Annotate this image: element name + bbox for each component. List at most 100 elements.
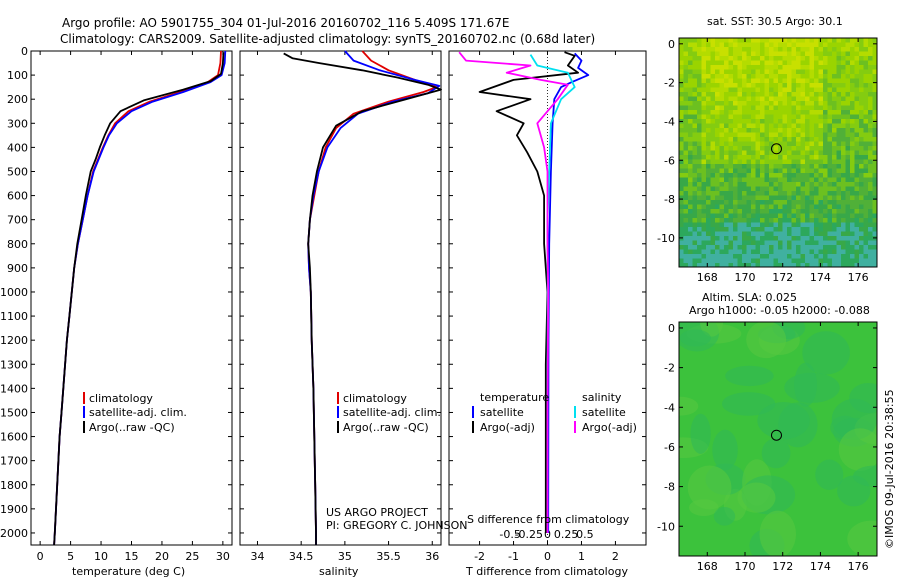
sst-cell [872,38,877,43]
sst-cell [737,200,743,205]
map-x-tick-label: 172 [772,560,793,573]
sst-cell [769,87,774,93]
sst-cell [805,177,810,183]
sst-cell [836,209,842,214]
sst-cell [724,182,729,187]
sst-cell [800,65,806,70]
sst-cell [823,96,828,102]
sst-cell [760,110,765,115]
sst-cell [724,231,729,237]
salinity-axis-label: salinity [319,565,359,578]
sst-cell [742,182,747,187]
sst-cell [697,51,702,57]
sst-cell [823,155,828,160]
sst-cell [679,245,684,250]
sst-cell [850,87,855,93]
sst-cell [719,146,725,151]
sst-cell [701,47,707,52]
sst-cell [832,146,837,151]
sst-cell [791,182,797,187]
sst-cell [737,132,743,138]
sst-cell [751,69,756,75]
sst-cell [791,119,797,124]
sst-cell [805,213,810,219]
sst-cell [814,60,819,66]
sst-cell [809,263,815,267]
sst-cell [796,222,801,228]
sst-cell [850,42,855,48]
sst-cell [728,186,734,192]
sst-cell [715,177,720,183]
sst-cell [760,132,765,138]
sst-cell [755,101,761,106]
sst-cell [845,168,851,174]
sst-cell [769,110,774,115]
sst-cell [728,218,734,223]
sst-cell [706,186,711,192]
sst-cell [818,240,824,246]
sst-cell [832,96,837,102]
sst-cell [805,150,810,156]
sst-cell [742,38,747,43]
sst-cell [850,200,855,205]
map-y-tick-label: -6 [664,154,675,167]
sst-cell [751,159,756,165]
sst-cell [823,119,828,124]
sst-cell [701,92,707,97]
sst-cell [706,119,711,124]
sst-cell [818,65,824,70]
sst-cell [733,51,738,57]
sst-cell [769,132,774,138]
sst-cell [850,168,855,174]
sst-cell [872,249,877,255]
sst-cell [809,78,815,84]
sst-cell [859,236,864,241]
x-tick-label: 35 [338,550,352,563]
sst-cell [737,141,743,147]
sst-cell [850,150,855,156]
sst-cell [778,105,783,111]
sst-cell [814,150,819,156]
sst-cell [728,128,734,133]
sst-cell [850,65,855,70]
sst-cell [863,204,869,210]
sst-cell [737,92,743,97]
sst-cell [854,38,860,43]
sst-cell [737,78,743,84]
sst-cell [778,141,783,147]
sst-cell [814,204,819,210]
x-tick-label: 25 [185,550,199,563]
sst-cell [710,132,716,138]
sst-cell [805,137,810,142]
sst-cell [805,51,810,57]
sst-cell [800,245,806,250]
sst-cell [778,101,783,106]
sst-cell [724,83,729,88]
sst-cell [724,164,729,169]
sst-cell [796,74,801,79]
sst-cell [800,186,806,192]
sst-cell [706,137,711,142]
sst-cell [845,236,851,241]
sst-cell [679,195,684,201]
sst-cell [868,240,873,246]
sla-anomaly-patch [852,465,877,487]
sst-cell [872,159,877,165]
sst-cell [787,191,792,196]
sst-cell [841,110,846,115]
sst-cell [782,231,788,237]
sst-cell [841,245,846,250]
sst-cell [814,227,819,232]
sst-cell [710,150,716,156]
sst-cell [778,78,783,84]
sst-cell [760,74,765,79]
x-tick-label: 10 [94,550,108,563]
sst-cell [809,60,815,66]
sst-cell [755,128,761,133]
sst-cell [751,222,756,228]
sla-map-title-line1: Altim. SLA: 0.025 [702,291,797,304]
sst-cell [841,182,846,187]
sst-cell [778,182,783,187]
sst-cell [832,92,837,97]
sst-cell [715,222,720,228]
